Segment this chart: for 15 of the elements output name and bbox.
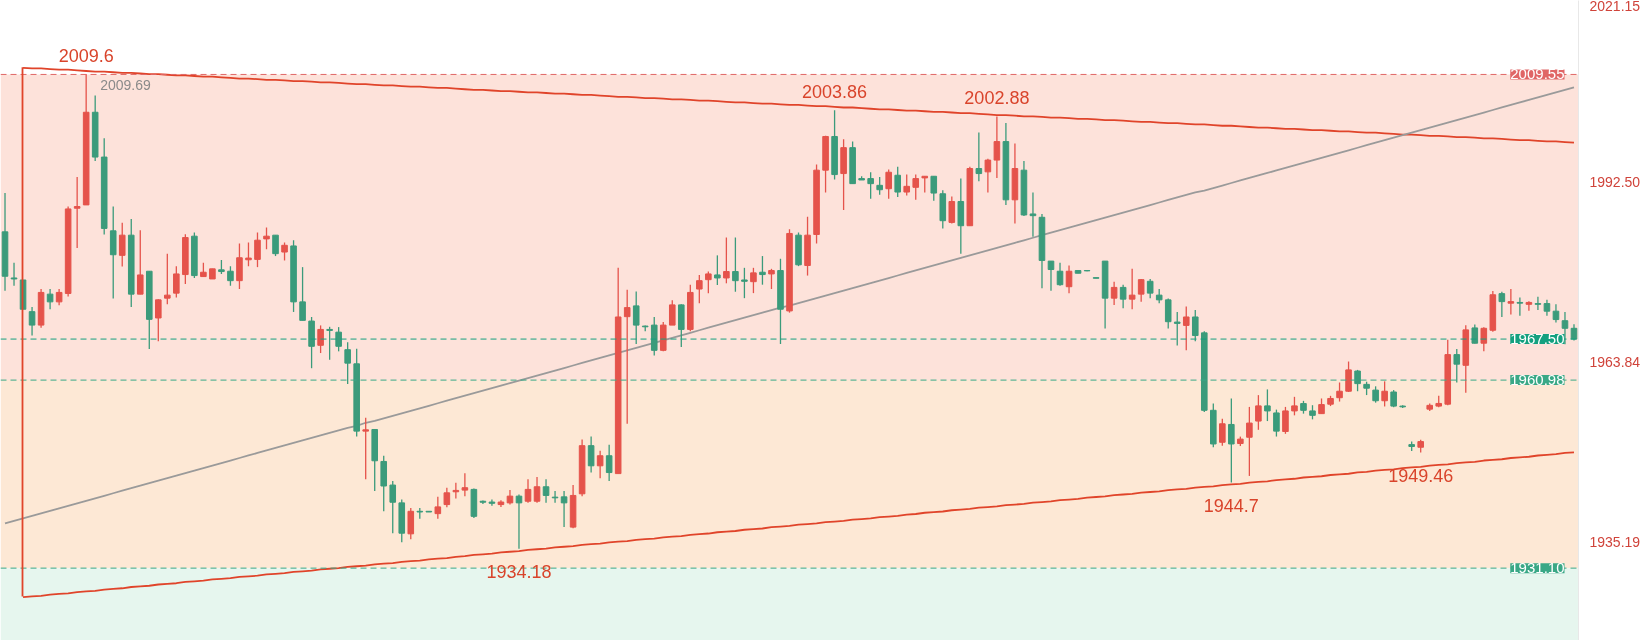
annotation: 2003.86 <box>802 82 868 103</box>
annotation: 2002.88 <box>964 88 1030 109</box>
y-tick-label: 1935.19 <box>1589 534 1641 551</box>
annotation: 1949.46 <box>1388 465 1454 486</box>
y-tick-label: 1992.50 <box>1589 173 1641 190</box>
annotation: 1934.18 <box>486 561 552 582</box>
annotation: 2009.69 <box>100 77 151 94</box>
y-tick-label: 2021.15 <box>1589 0 1641 14</box>
y-tick-label: 1963.84 <box>1589 354 1641 371</box>
annotation: 2009.6 <box>58 46 114 67</box>
ref-line-label: 2009.55 <box>1510 65 1565 83</box>
ref-line-label: 1960.98 <box>1510 371 1565 389</box>
ref-line-label: 1967.50 <box>1510 330 1565 348</box>
ref-line-label: 1931.10 <box>1510 559 1565 577</box>
annotation: 1944.7 <box>1203 495 1259 516</box>
